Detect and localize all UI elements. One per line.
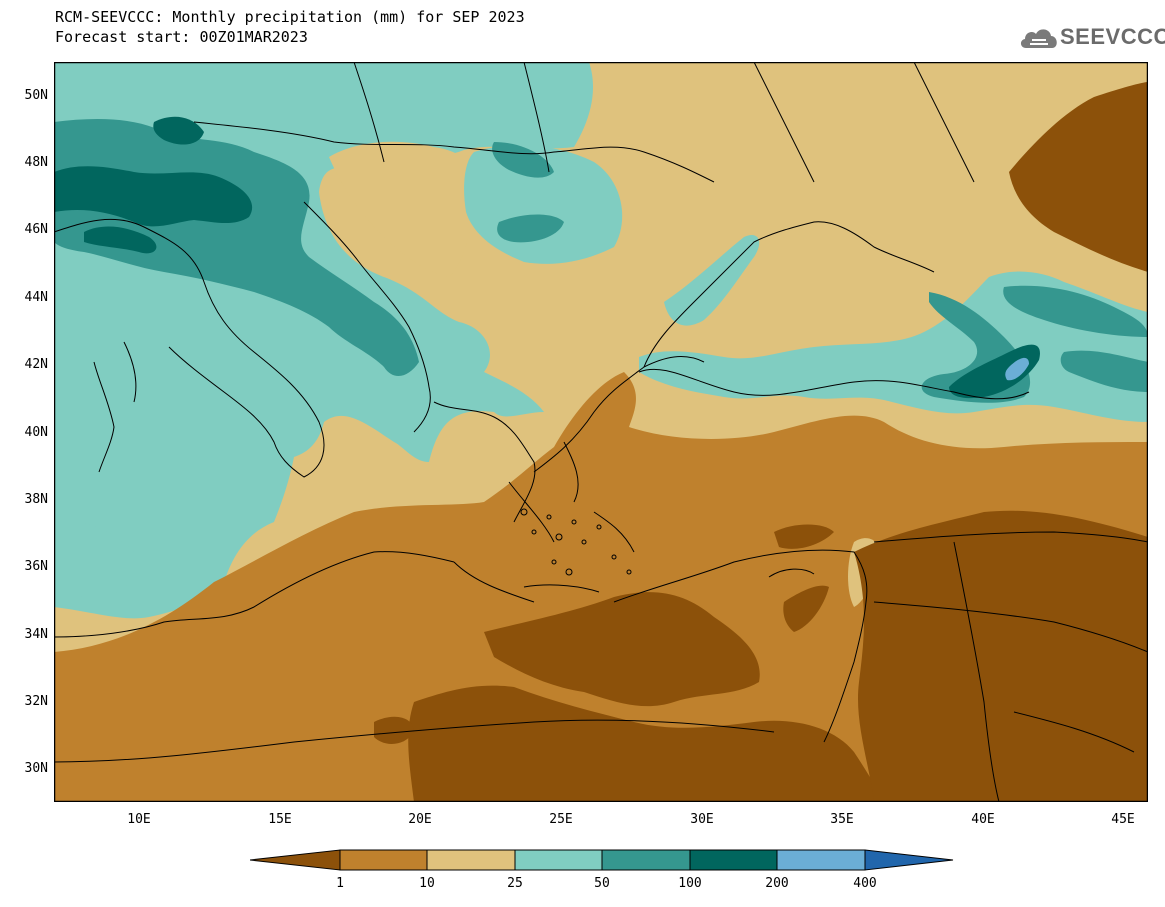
lat-label-50n: 50N (24, 88, 48, 103)
precip-below-1-arabia (854, 510, 1148, 802)
lat-label-40n: 40N (24, 425, 48, 440)
lat-label-32n: 32N (24, 694, 48, 709)
lat-label-38n: 38N (24, 492, 48, 507)
precip-below-1-turkey (774, 524, 834, 549)
lat-label-34n: 34N (24, 627, 48, 642)
precip-25-50-sardinia (54, 521, 136, 599)
colorbar-1-10 (339, 849, 428, 871)
lat-label-42n: 42N (24, 357, 48, 372)
precip-100-200-alps (54, 166, 253, 227)
precip-50-100-caspian (1060, 350, 1148, 392)
colorbar-label-400: 400 (853, 876, 877, 891)
lat-label-44n: 44N (24, 290, 48, 305)
precip-below-1-east-med (484, 592, 760, 707)
map-border (54, 62, 1148, 802)
precip-200-400-georgia (1005, 357, 1029, 381)
colorbar-label-1: 1 (336, 876, 344, 891)
lon-label-45e: 45E (1111, 812, 1135, 827)
precip-50-100-romania (497, 214, 564, 243)
map-title: RCM-SEEVCCC: Monthly precipitation (mm) … (55, 8, 525, 26)
lat-label-48n: 48N (24, 155, 48, 170)
precip-below-1-cyprus (783, 585, 829, 632)
lon-label-40e: 40E (971, 812, 995, 827)
precipitation-map (54, 62, 1148, 802)
lat-label-30n: 30N (24, 761, 48, 776)
islands (520, 508, 815, 593)
precip-100-200-alps-2 (84, 226, 157, 254)
colorbar-label-200: 200 (765, 876, 789, 891)
precip-below-1-sahara (408, 685, 884, 802)
lon-label-25e: 25E (549, 812, 573, 827)
colorbar-label-100: 100 (678, 876, 702, 891)
logo-text: SEEVCCC (1060, 24, 1165, 49)
lon-label-35e: 35E (830, 812, 854, 827)
colorbar-10-25 (426, 849, 516, 871)
colorbar-below-1 (250, 849, 341, 871)
colorbar-100-200 (689, 849, 778, 871)
precip-50-100-caucasus-east (1003, 285, 1148, 337)
colorbar-above-400 (864, 849, 954, 871)
colorbar-50-100 (601, 849, 691, 871)
colorbar-200-400 (776, 849, 866, 871)
precip-below-1-libya (374, 716, 414, 744)
colorbar-25-50 (514, 849, 603, 871)
precip-below-1-russia (1009, 82, 1148, 272)
lat-label-46n: 46N (24, 222, 48, 237)
colorbar-label-50: 50 (594, 876, 610, 891)
lon-label-30e: 30E (690, 812, 714, 827)
colorbar-label-25: 25 (507, 876, 523, 891)
lon-label-20e: 20E (408, 812, 432, 827)
lat-label-36n: 36N (24, 559, 48, 574)
lon-label-10e: 10E (127, 812, 151, 827)
precip-colorbar (250, 849, 954, 871)
precip-100-200-alps-3 (153, 116, 204, 145)
forecast-start-label: Forecast start: 00Z01MAR2023 (55, 28, 308, 46)
cloud-icon (1020, 29, 1057, 48)
coastlines (54, 62, 1148, 802)
seevccc-logo: SEEVCCC (1018, 22, 1165, 56)
precip-100-200-georgia (949, 344, 1040, 399)
lon-label-15e: 15E (268, 812, 292, 827)
precip-25-50-black-sea-north (664, 234, 760, 326)
precip-10-25-pannonia (329, 141, 478, 277)
precip-50-100-carpathians (492, 142, 554, 178)
colorbar-label-10: 10 (419, 876, 435, 891)
